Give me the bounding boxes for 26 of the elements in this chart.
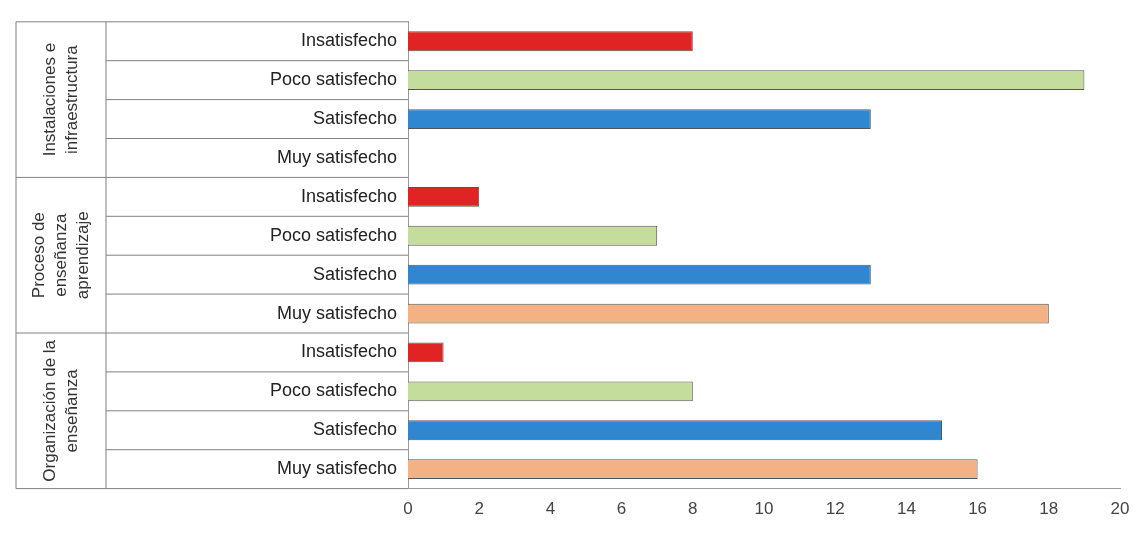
x-tick-label: 16 xyxy=(968,499,988,519)
y-tick-label: Insatisfecho xyxy=(300,341,397,362)
text: Instalaciones e infraestructura xyxy=(39,42,81,157)
y-tick-label: Poco satisfecho xyxy=(269,224,397,245)
x-tick-label: 0 xyxy=(403,499,413,519)
y-tick-label: Poco satisfecho xyxy=(269,69,397,90)
y-tick-label: Satisfecho xyxy=(312,419,397,440)
y-tick-label: Satisfecho xyxy=(312,263,397,284)
x-tick-label: 4 xyxy=(545,499,556,519)
x-tick-label: 18 xyxy=(1039,499,1059,519)
y-tick-label: Poco satisfecho xyxy=(269,380,397,401)
y-tick-label: Insatisfecho xyxy=(300,185,397,206)
x-tick-label: 2 xyxy=(474,499,484,519)
y-tick-label: Satisfecho xyxy=(312,108,397,129)
x-tick-label: 6 xyxy=(616,499,627,519)
text: Proceso de enseñanza aprendizaje xyxy=(28,211,92,300)
y-tick-label: Muy satisfecho xyxy=(276,302,397,323)
x-tick-label: 8 xyxy=(688,499,698,519)
y-tick-label: Insatisfecho xyxy=(300,30,397,51)
y-tick-label: Muy satisfecho xyxy=(276,458,397,479)
x-tick-label: 10 xyxy=(754,499,774,519)
y-tick-label: Muy satisfecho xyxy=(276,146,397,167)
x-tick-label: 12 xyxy=(825,499,845,519)
x-tick-label: 20 xyxy=(1110,499,1130,519)
text: Organización de la enseñanza xyxy=(39,339,81,482)
x-tick-label: 14 xyxy=(896,499,916,519)
